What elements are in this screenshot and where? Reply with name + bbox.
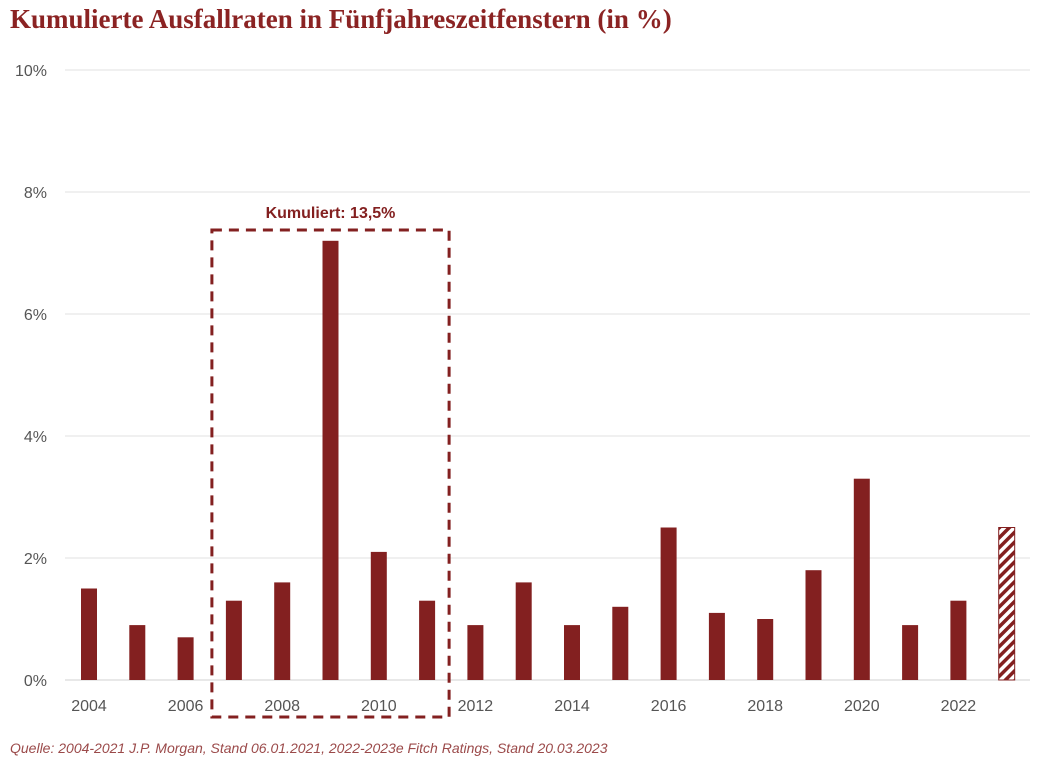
bar-2007: [225, 600, 242, 680]
bar-2019: [805, 570, 822, 680]
bar-2016: [660, 527, 677, 680]
x-tick-label: 2020: [844, 698, 880, 715]
annotation-label: Kumuliert: 13,5%: [266, 205, 396, 222]
y-tick-label: 6%: [24, 307, 47, 324]
x-tick-label: 2010: [361, 698, 397, 715]
bar-2006: [177, 637, 194, 680]
y-tick-label: 0%: [24, 673, 47, 690]
source-note: Quelle: 2004-2021 J.P. Morgan, Stand 06.…: [10, 740, 608, 756]
bar-2022: [950, 600, 967, 680]
x-tick-label: 2016: [651, 698, 687, 715]
bar-2014: [564, 625, 580, 680]
y-tick-label: 4%: [24, 429, 47, 446]
bar-2011: [419, 600, 436, 680]
cumulative-box: [210, 228, 451, 719]
x-tick-label: 2014: [554, 698, 590, 715]
x-tick-label: 2006: [168, 698, 204, 715]
x-tick-label: 2012: [458, 698, 494, 715]
bar-2018: [757, 619, 774, 680]
bar-2023: [998, 527, 1016, 681]
bar-2005: [129, 625, 146, 680]
bar-2012: [467, 625, 484, 680]
x-tick-label: 2008: [264, 698, 300, 715]
x-tick-label: 2018: [747, 698, 783, 715]
x-tick-label: 2004: [71, 698, 107, 715]
y-tick-label: 8%: [24, 185, 47, 202]
bar-2009: [322, 240, 339, 681]
bar-2017: [708, 612, 725, 680]
bar-2004: [81, 588, 97, 680]
bar-2013: [515, 582, 532, 680]
y-tick-label: 2%: [24, 551, 47, 568]
chart-title: Kumulierte Ausfallraten in Fünfjahreszei…: [10, 4, 672, 34]
bar-2015: [612, 606, 629, 680]
bar-2010: [370, 551, 387, 680]
bar-2021: [902, 625, 919, 680]
bar-2020: [853, 478, 870, 680]
y-tick-label: 10%: [15, 63, 47, 80]
bar-2008: [274, 582, 291, 680]
x-tick-label: 2022: [941, 698, 977, 715]
